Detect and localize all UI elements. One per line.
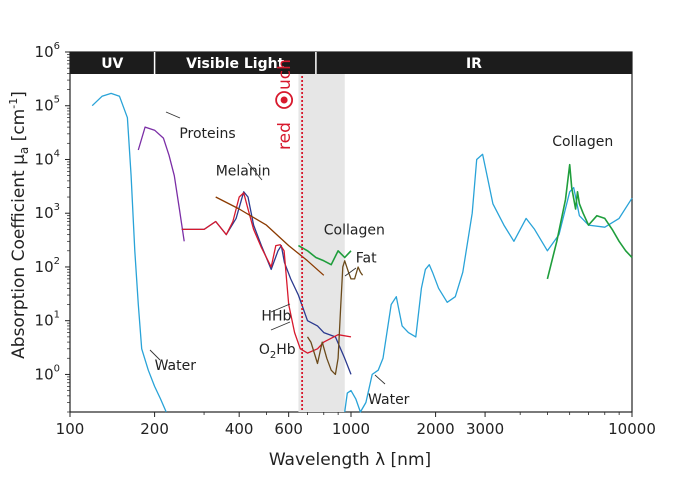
series-line-proteins-2	[137, 126, 185, 242]
y-axis-ticks: 100 101 102 103 104 105 106	[35, 41, 70, 413]
band-2	[315, 52, 632, 74]
series-line-fat-8	[306, 260, 364, 376]
annotation-leader	[374, 374, 386, 385]
y-tick-label: 102	[35, 256, 60, 276]
annotation-water: Water	[368, 392, 410, 408]
logo-group: red uch	[275, 59, 295, 150]
x-tick-label: 2000	[416, 420, 454, 438]
x-tick-label: 600	[274, 420, 303, 438]
annotation-leader	[149, 349, 161, 361]
series-line-water-1	[344, 153, 633, 413]
x-tick-label: 1000	[332, 420, 370, 438]
annotations: Water Water Proteins HHb Melanin Collagen Coll…	[149, 111, 613, 408]
y-tick-label: 105	[35, 95, 60, 115]
logo-text: red	[275, 122, 295, 150]
y-axis-title: Absorption Coefficient μa [cm-1]	[7, 91, 31, 359]
series-line-o2hb-4	[181, 192, 352, 354]
target-icon-inner	[280, 96, 288, 104]
annotation-melanin: Melanin	[216, 164, 271, 180]
annotation-water: Water	[155, 358, 197, 374]
y-tick-label: 103	[35, 202, 60, 222]
series-line-collagen-6	[298, 244, 352, 266]
annotation-hhb: HHb	[261, 309, 291, 325]
x-tick-label: 10000	[608, 420, 656, 438]
y-tick-label: 100	[35, 363, 60, 383]
y-tick-label: 101	[35, 310, 60, 330]
band-1	[154, 52, 316, 74]
x-tick-label: 400	[225, 420, 254, 438]
x-tick-label: 100	[56, 420, 85, 438]
annotation-leader	[270, 303, 291, 313]
band-label: IR	[466, 56, 482, 72]
highlight-band	[298, 74, 345, 412]
wavelength-bands: UV Visible Light IR	[70, 52, 632, 74]
annotation-proteins: Proteins	[179, 126, 235, 142]
annotation-o2hb: O2Hb	[259, 342, 296, 361]
x-axis-title: Wavelength λ [nm]	[269, 450, 431, 470]
target-icon-outer	[275, 91, 294, 109]
annotation-collagen: Collagen	[324, 223, 385, 239]
band-0	[70, 52, 155, 74]
series-line-water-0	[91, 92, 167, 413]
x-tick-label: 200	[140, 420, 169, 438]
x-axis-ticks: 100 200 400 600 1000 2000 3000 10000	[56, 412, 656, 438]
annotation-leader	[247, 162, 263, 181]
annotation-fat: Fat	[356, 251, 377, 267]
annotation-leader	[270, 321, 291, 331]
redtouch-logo: red uch	[275, 59, 295, 150]
series-layer	[91, 92, 633, 413]
y-tick-label: 104	[35, 148, 60, 168]
series-line-melanin-5	[215, 196, 325, 276]
annotation-collagen: Collagen	[552, 134, 613, 150]
target-icon	[275, 91, 294, 109]
logo-text-end: uch	[275, 59, 295, 90]
band-label: UV	[101, 56, 123, 72]
series-line-collagen-7	[546, 163, 633, 280]
annotation-leader	[165, 111, 181, 119]
x-tick-label: 3000	[466, 420, 504, 438]
annotation-leader	[344, 267, 357, 277]
band-label: Visible Light	[186, 56, 284, 72]
highlight-region	[298, 74, 345, 412]
y-tick-label: 106	[35, 41, 60, 61]
